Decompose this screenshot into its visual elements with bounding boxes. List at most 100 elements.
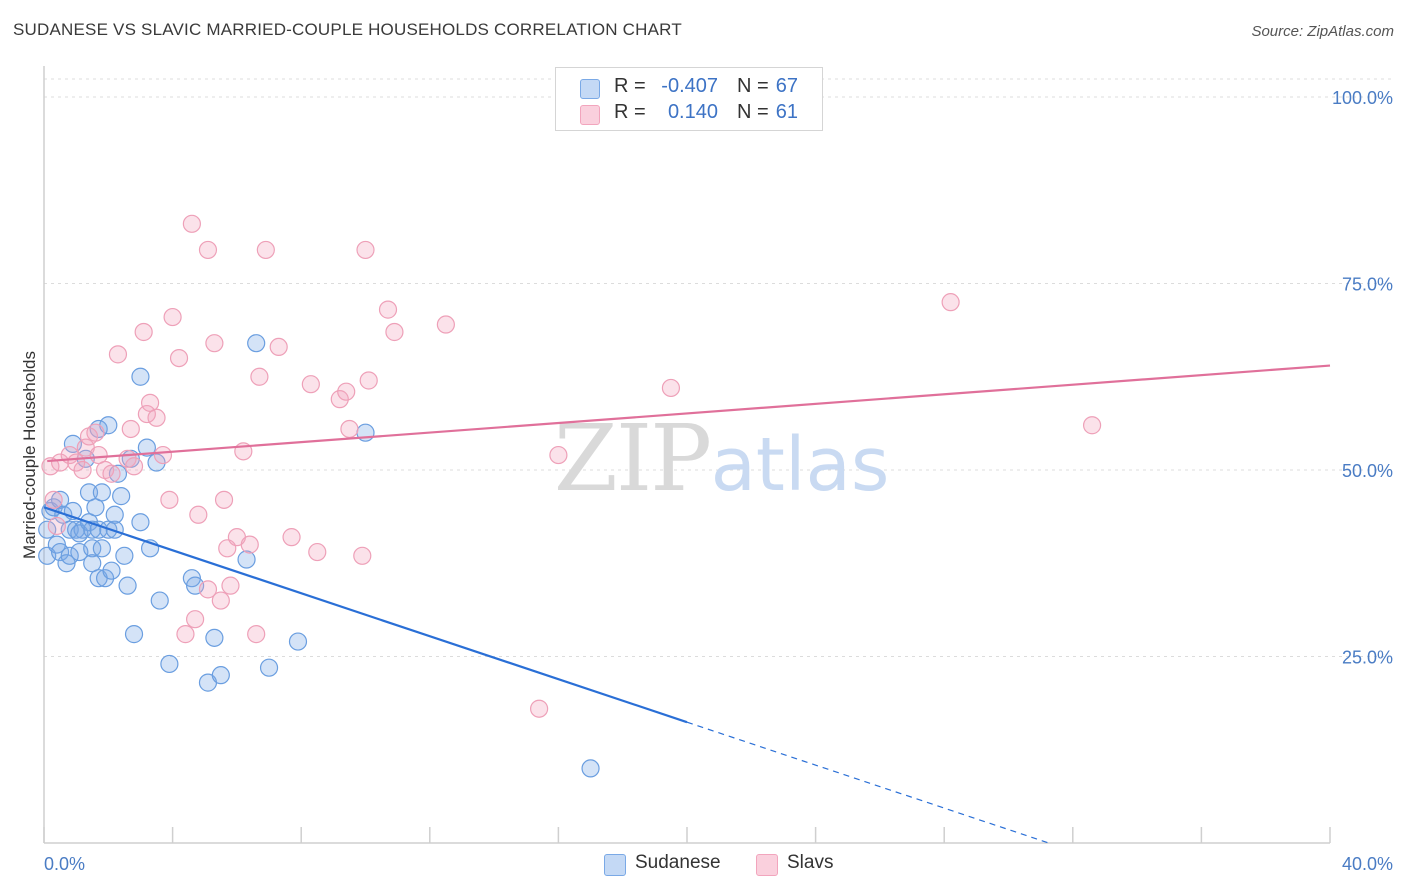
- point-slavs: [137, 404, 156, 424]
- x-tick-label: 0.0%: [44, 854, 85, 874]
- point-sudanese: [89, 520, 108, 539]
- point-slavs: [153, 445, 173, 465]
- point-slavs: [301, 375, 320, 394]
- point-sudanese: [237, 550, 256, 569]
- point-sudanese: [211, 666, 230, 685]
- point-slavs: [941, 293, 960, 312]
- trend-line-dashed-sudanese: [686, 721, 1049, 844]
- point-slavs: [330, 390, 349, 409]
- point-sudanese: [105, 505, 124, 524]
- point-slavs: [269, 337, 288, 357]
- legend-row-slavs: R = 0.140 N = 61: [556, 101, 822, 127]
- point-slavs: [308, 542, 327, 562]
- legend-n-label: N =: [737, 75, 769, 97]
- x-tick-label: 40.0%: [1342, 854, 1393, 874]
- point-sudanese: [50, 542, 70, 562]
- point-slavs: [436, 315, 455, 334]
- point-sudanese: [131, 513, 150, 532]
- point-sudanese: [247, 334, 266, 353]
- y-tick-label: 75.0%: [1342, 275, 1393, 295]
- bottom-legend-label-slavs: Slavs: [787, 852, 834, 873]
- bottom-legend-label-sudanese: Sudanese: [635, 852, 721, 873]
- point-slavs: [50, 453, 70, 472]
- point-slavs: [44, 490, 63, 509]
- legend-n-value: 61: [775, 101, 798, 123]
- watermark-zip: ZIP: [554, 405, 710, 512]
- legend-r-value: -0.407: [661, 75, 718, 97]
- tick-labels: 25.0% 50.0% 75.0% 100.0% 0.0% 40.0%: [44, 88, 1393, 874]
- legend-swatch-slavs: [580, 105, 600, 125]
- point-sudanese: [92, 539, 111, 558]
- trend-line-sudanese: [43, 506, 688, 724]
- point-slavs: [661, 378, 681, 398]
- point-sudanese: [38, 520, 57, 539]
- axes: [43, 66, 1331, 844]
- point-slavs: [549, 445, 568, 465]
- point-sudanese: [112, 487, 131, 506]
- trend-lines: [43, 364, 1331, 844]
- point-slavs: [47, 516, 66, 536]
- point-slavs: [353, 546, 372, 565]
- point-slavs: [163, 307, 182, 327]
- point-slavs: [1082, 416, 1102, 435]
- point-sudanese: [60, 546, 79, 565]
- point-slavs: [240, 535, 259, 554]
- scatter-points: [38, 214, 1102, 778]
- point-slavs: [41, 457, 60, 476]
- legend-r-label: R =: [614, 101, 646, 123]
- point-sudanese: [137, 438, 156, 457]
- point-sudanese: [288, 632, 308, 651]
- point-sudanese: [581, 759, 600, 778]
- trend-line-slavs: [47, 364, 1331, 463]
- point-slavs: [198, 240, 218, 260]
- point-sudanese: [105, 520, 124, 539]
- point-slavs: [356, 240, 375, 260]
- point-sudanese: [102, 561, 121, 580]
- bottom-legend-swatch-slavs: [756, 854, 778, 876]
- point-slavs: [147, 408, 166, 427]
- legend-n-label: N =: [737, 101, 769, 123]
- point-slavs: [176, 625, 195, 644]
- source-label: Source: ZipAtlas.com: [1251, 23, 1394, 40]
- point-slavs: [211, 591, 230, 610]
- point-sudanese: [131, 367, 150, 386]
- legend-swatch-sudanese: [580, 79, 600, 99]
- point-sudanese: [115, 546, 134, 565]
- chart-title: SUDANESE VS SLAVIC MARRIED-COUPLE HOUSEH…: [13, 20, 682, 39]
- point-sudanese: [92, 483, 111, 502]
- point-sudanese: [205, 628, 224, 647]
- point-sudanese: [259, 658, 279, 677]
- legend-row-sudanese: R = -0.407 N = 67: [556, 75, 822, 101]
- legend-r-label: R =: [614, 75, 646, 97]
- point-slavs: [378, 300, 398, 319]
- legend-n-value: 67: [775, 75, 798, 97]
- point-slavs: [340, 419, 359, 439]
- point-slavs: [256, 240, 275, 260]
- point-slavs: [385, 322, 404, 342]
- point-sudanese: [124, 625, 144, 644]
- point-sudanese: [118, 576, 137, 595]
- y-tick-label: 50.0%: [1342, 461, 1393, 481]
- point-sudanese: [160, 654, 179, 674]
- point-slavs: [169, 349, 189, 368]
- legend-r-value: 0.140: [667, 101, 718, 123]
- point-slavs: [102, 464, 121, 483]
- point-slavs: [160, 490, 179, 509]
- correlation-legend: R = -0.407 N = 67 R = 0.140 N = 61: [555, 67, 823, 131]
- point-sudanese: [83, 539, 102, 558]
- point-sudanese: [150, 591, 169, 610]
- point-sudanese: [147, 453, 166, 472]
- point-slavs: [282, 528, 301, 547]
- point-slavs: [186, 610, 205, 629]
- point-slavs: [86, 423, 105, 442]
- point-slavs: [530, 699, 549, 718]
- watermark: ZIP atlas: [554, 405, 890, 512]
- point-slavs: [221, 576, 240, 595]
- point-slavs: [121, 419, 140, 439]
- point-slavs: [205, 334, 224, 353]
- point-slavs: [189, 505, 208, 524]
- watermark-atlas: atlas: [711, 422, 890, 508]
- y-tick-label: 25.0%: [1342, 648, 1393, 668]
- point-sudanese: [50, 490, 70, 509]
